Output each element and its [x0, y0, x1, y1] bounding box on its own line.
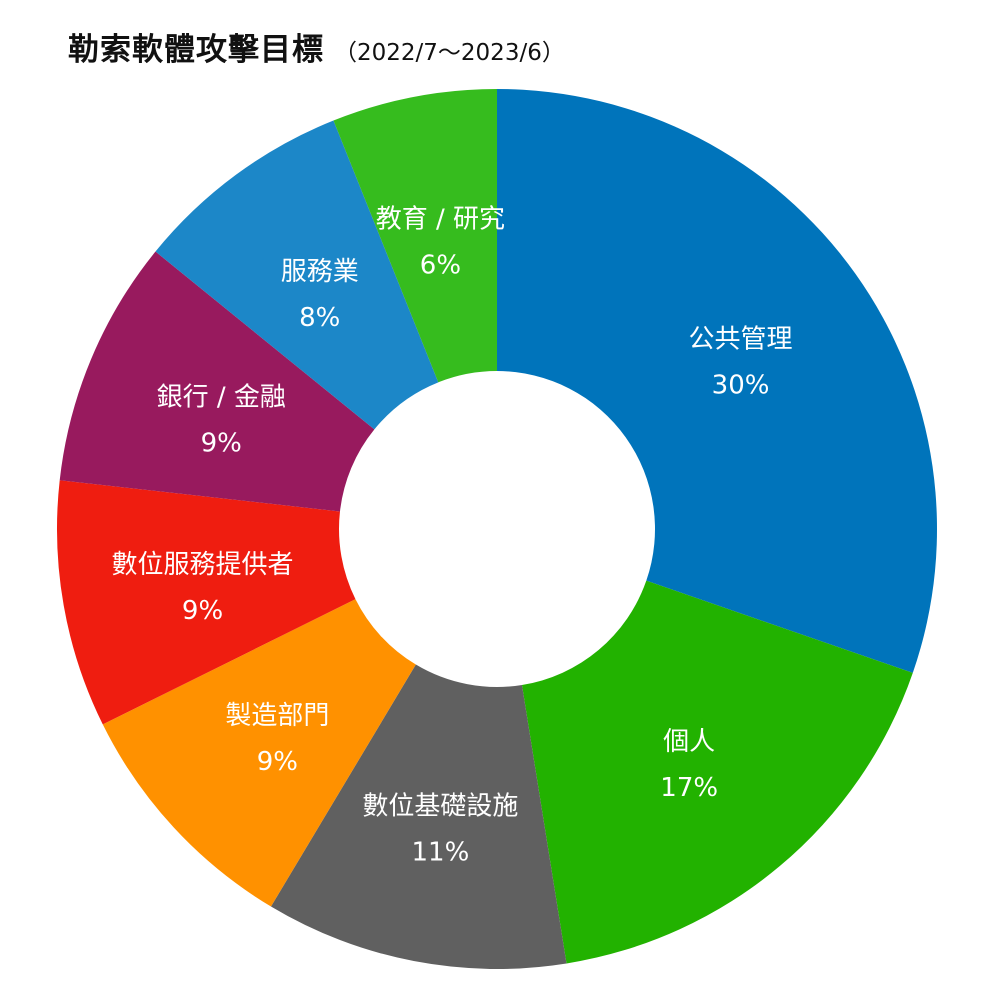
slice-label-公共管理: 公共管理 [689, 325, 793, 355]
slice-label-製造部門: 製造部門 [225, 701, 329, 731]
slice-6 [155, 120, 439, 430]
slice-value-4: 9% [182, 596, 223, 626]
slice-3 [102, 599, 416, 907]
slice-4 [56, 480, 356, 725]
slice-7 [333, 89, 497, 383]
slice-value-7: 6% [420, 250, 461, 280]
slice-label-數位基礎設施: 數位基礎設施 [362, 792, 518, 822]
slice-value-5: 9% [201, 428, 242, 458]
slice-0 [497, 89, 937, 673]
slice-2 [270, 664, 567, 969]
slice-value-0: 30% [712, 371, 770, 401]
slice-group [56, 89, 937, 969]
label-group: 公共管理 30% 個人 17% 數位基礎設施 11% 製造部門 9% 數位服務提供者 9% 銀行 /… [112, 204, 793, 867]
slice-label-教育-研究: 教育 / 研究 [376, 204, 505, 234]
slice-value-1: 17% [660, 773, 718, 803]
slice-1 [521, 580, 913, 964]
slice-value-2: 11% [412, 838, 470, 868]
slice-value-3: 9% [257, 747, 298, 777]
slice-label-服務業: 服務業 [281, 257, 359, 287]
slice-label-銀行-金融: 銀行 / 金融 [157, 382, 286, 412]
chart-subtitle: （2022/7～2023/6） [334, 40, 565, 66]
slice-value-6: 8% [299, 303, 340, 333]
chart-title: 勒索軟體攻擊目標 [68, 32, 324, 68]
slice-label-數位服務提供者: 數位服務提供者 [112, 550, 294, 580]
slice-5 [59, 251, 375, 512]
slice-label-個人: 個人 [663, 727, 715, 757]
chart-title-block: 勒索軟體攻擊目標 （2022/7～2023/6） [68, 24, 565, 69]
